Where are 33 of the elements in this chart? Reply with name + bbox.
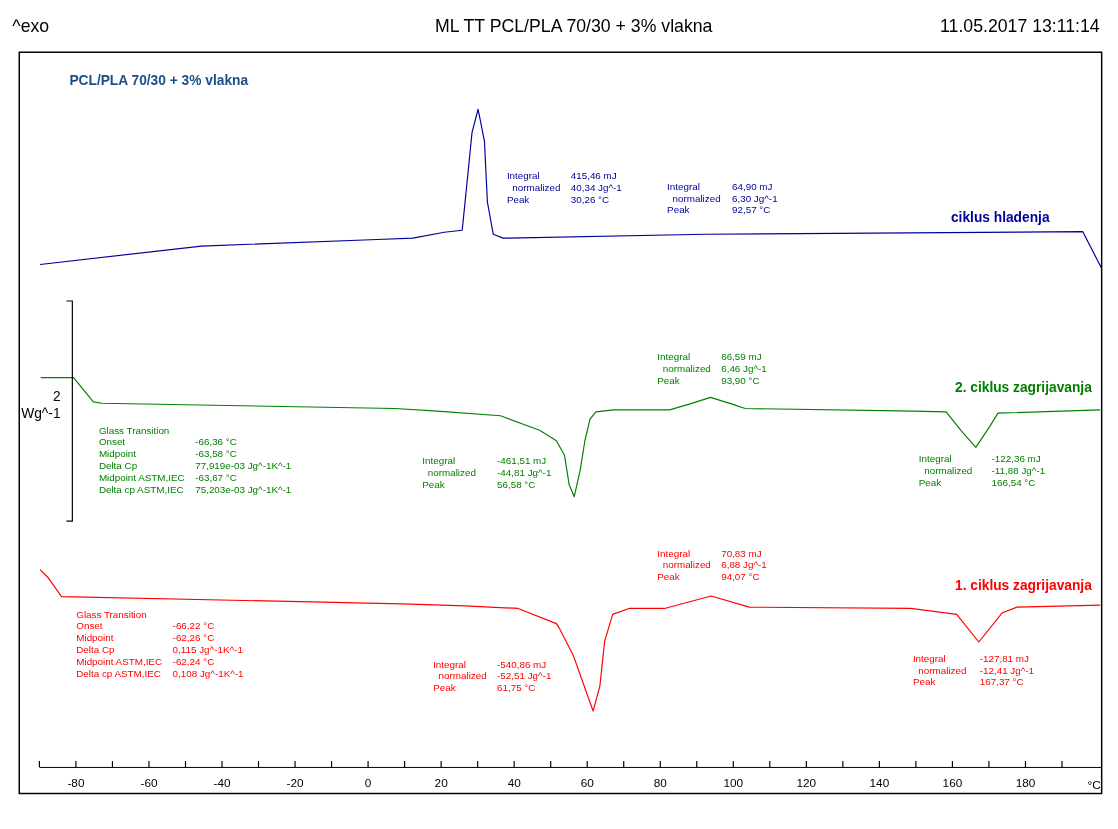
x-tick-label: -20 (286, 776, 305, 790)
text: Integral -127,81 mJ normalized -12,41 Jg^-1 Peak 167,37 °C (912, 652, 1035, 688)
text: Glass Transition Onset -66,36 °C Midpoint -63,58 °C Delta Cp 77,919e-03 Jg^-1K^-1 Midpoint ASTM,IEC -63,67 °C Delta cp ASTM,IEC 75,203e-03 Jg^-1K^-1 (98, 424, 292, 495)
text: ^exo (12, 15, 50, 36)
chart-title: ML TT PCL/PLA 70/30 + 3% vlakna (435, 15, 713, 36)
text: Integral 66,59 mJ normalized 6,46 Jg^-1 Peak 93,90 °C (657, 350, 767, 386)
series-label: 1. ciklus zagrijavanja (955, 578, 1093, 593)
text: Integral -122,36 mJ normalized -11,88 Jg^-1 Peak 166,54 °C (918, 453, 1046, 488)
text: Integral 64,90 mJ normalized 6,30 Jg^-1 Peak 92,57 °C (667, 180, 778, 216)
text: Integral 70,83 mJ normalized 6,88 Jg^-1 Peak 94,07 °C (657, 547, 767, 583)
x-axis-title: °C (1087, 777, 1102, 791)
text: Integral -461,51 mJ normalized -44,81 Jg^-1 Peak 56,58 °C (422, 455, 552, 490)
x-tick-label: -80 (67, 776, 85, 790)
text: Integral 415,46 mJ normalized 40,34 Jg^-1 Peak 30,26 °C (506, 170, 622, 205)
x-tick-label: -40 (213, 776, 231, 790)
text: 11.05.2017 13:11:14 (940, 15, 1100, 36)
x-tick-label: 100 (723, 776, 744, 790)
annotation: 2 Wg^-1 (21, 389, 61, 421)
x-tick-label: 80 (653, 776, 668, 790)
x-tick-label: 40 (507, 776, 522, 790)
chart-subtitle: PCL/PLA 70/30 + 3% vlakna (69, 72, 249, 88)
x-tick-label: -60 (140, 776, 158, 790)
x-tick-label: 180 (1015, 776, 1036, 790)
x-tick-label: 140 (869, 776, 890, 790)
series-label: 2. ciklus zagrijavanja (955, 380, 1093, 396)
x-tick-label: 160 (942, 776, 963, 790)
text: Glass Transition Onset -66,22 °C Midpoint -62,26 °C Delta Cp 0,115 Jg^-1K^-1 Midpoint ASTM,IEC -62,24 °C Delta cp ASTM,IEC 0,108 Jg^-1K^-1 (76, 608, 244, 679)
x-tick-label: 60 (580, 776, 595, 790)
series-label: ciklus hladenja (950, 210, 1050, 226)
x-tick-label: 120 (796, 776, 817, 790)
x-tick-label: 0 (364, 776, 372, 790)
x-tick-label: 20 (434, 776, 449, 790)
text: Integral -540,86 mJ normalized -52,51 Jg^-1 Peak 61,75 °C (433, 658, 552, 694)
